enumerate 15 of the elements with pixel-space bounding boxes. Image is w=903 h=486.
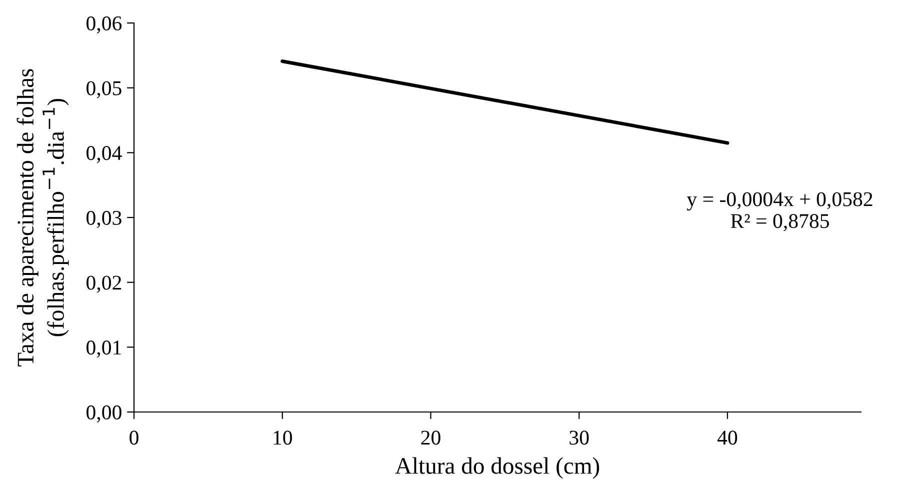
y-tick-label: 0,00: [86, 405, 122, 422]
annotation: y = -0,0004x + 0,0582 R² = 0,8785: [686, 192, 872, 232]
x-tick-label: 0: [130, 430, 138, 445]
x-tick-label: 10: [274, 430, 292, 445]
x-tick-label: 20: [421, 430, 440, 445]
x-tick-label: 40: [717, 430, 738, 445]
y-tick-label: 0,01: [86, 340, 121, 358]
y-axis-title: Taxa de aparecimento de folhas (folhas.perfilho$^{−1}$.dia$^{−1}$): [16, 69, 69, 366]
y-tick-label: 0,05: [86, 81, 122, 98]
y-tick-label: 0,03: [86, 210, 122, 228]
x-tick-label: 30: [570, 430, 589, 445]
y-tick-label: 0,04: [86, 146, 122, 164]
y-tick-label: 0,06: [86, 16, 122, 34]
x-axis-title: Altura do dossel (cm): [395, 457, 600, 479]
y-tick-label: 0,02: [86, 276, 122, 293]
